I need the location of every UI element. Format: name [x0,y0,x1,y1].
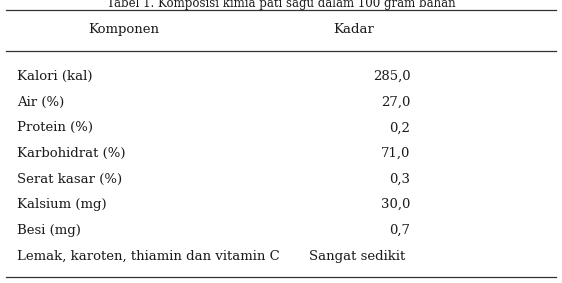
Text: 0,7: 0,7 [389,224,410,237]
Text: 285,0: 285,0 [373,70,410,83]
Text: Serat kasar (%): Serat kasar (%) [17,173,122,186]
Text: Protein (%): Protein (%) [17,121,93,134]
Text: 0,3: 0,3 [389,173,410,186]
Text: Kadar: Kadar [334,23,374,36]
Text: Lemak, karoten, thiamin dan vitamin C: Lemak, karoten, thiamin dan vitamin C [17,250,280,263]
Text: 0,2: 0,2 [389,121,410,134]
Text: Kalori (kal): Kalori (kal) [17,70,92,83]
Text: Kalsium (mg): Kalsium (mg) [17,198,106,211]
Text: 71,0: 71,0 [381,147,410,160]
Text: Karbohidrat (%): Karbohidrat (%) [17,147,125,160]
Text: Sangat sedikit: Sangat sedikit [309,250,405,263]
Text: 27,0: 27,0 [381,96,410,109]
Text: 30,0: 30,0 [381,198,410,211]
Text: Komponen: Komponen [88,23,159,36]
Text: Air (%): Air (%) [17,96,64,109]
Text: Tabel 1. Komposisi kimia pati sagu dalam 100 gram bahan: Tabel 1. Komposisi kimia pati sagu dalam… [107,0,455,10]
Text: Besi (mg): Besi (mg) [17,224,81,237]
